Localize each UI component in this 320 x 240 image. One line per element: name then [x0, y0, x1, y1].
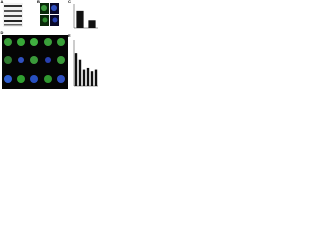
micrograph-grid: [2, 35, 68, 89]
panel-label: A: [1, 0, 4, 4]
micrograph-b: [40, 3, 59, 26]
bar: [88, 20, 96, 28]
bar: [90, 71, 94, 86]
bar: [94, 69, 98, 86]
panel-label: E: [68, 33, 71, 38]
bar: [82, 69, 86, 86]
bar: [74, 53, 78, 86]
bar: [86, 67, 90, 86]
panel-label: B: [37, 0, 40, 4]
bar: [76, 10, 84, 28]
figure: A B C D E: [0, 0, 100, 91]
panel-label: D: [1, 30, 4, 35]
blot: [3, 3, 23, 27]
bar: [78, 59, 82, 86]
panel-label: C: [68, 0, 71, 4]
